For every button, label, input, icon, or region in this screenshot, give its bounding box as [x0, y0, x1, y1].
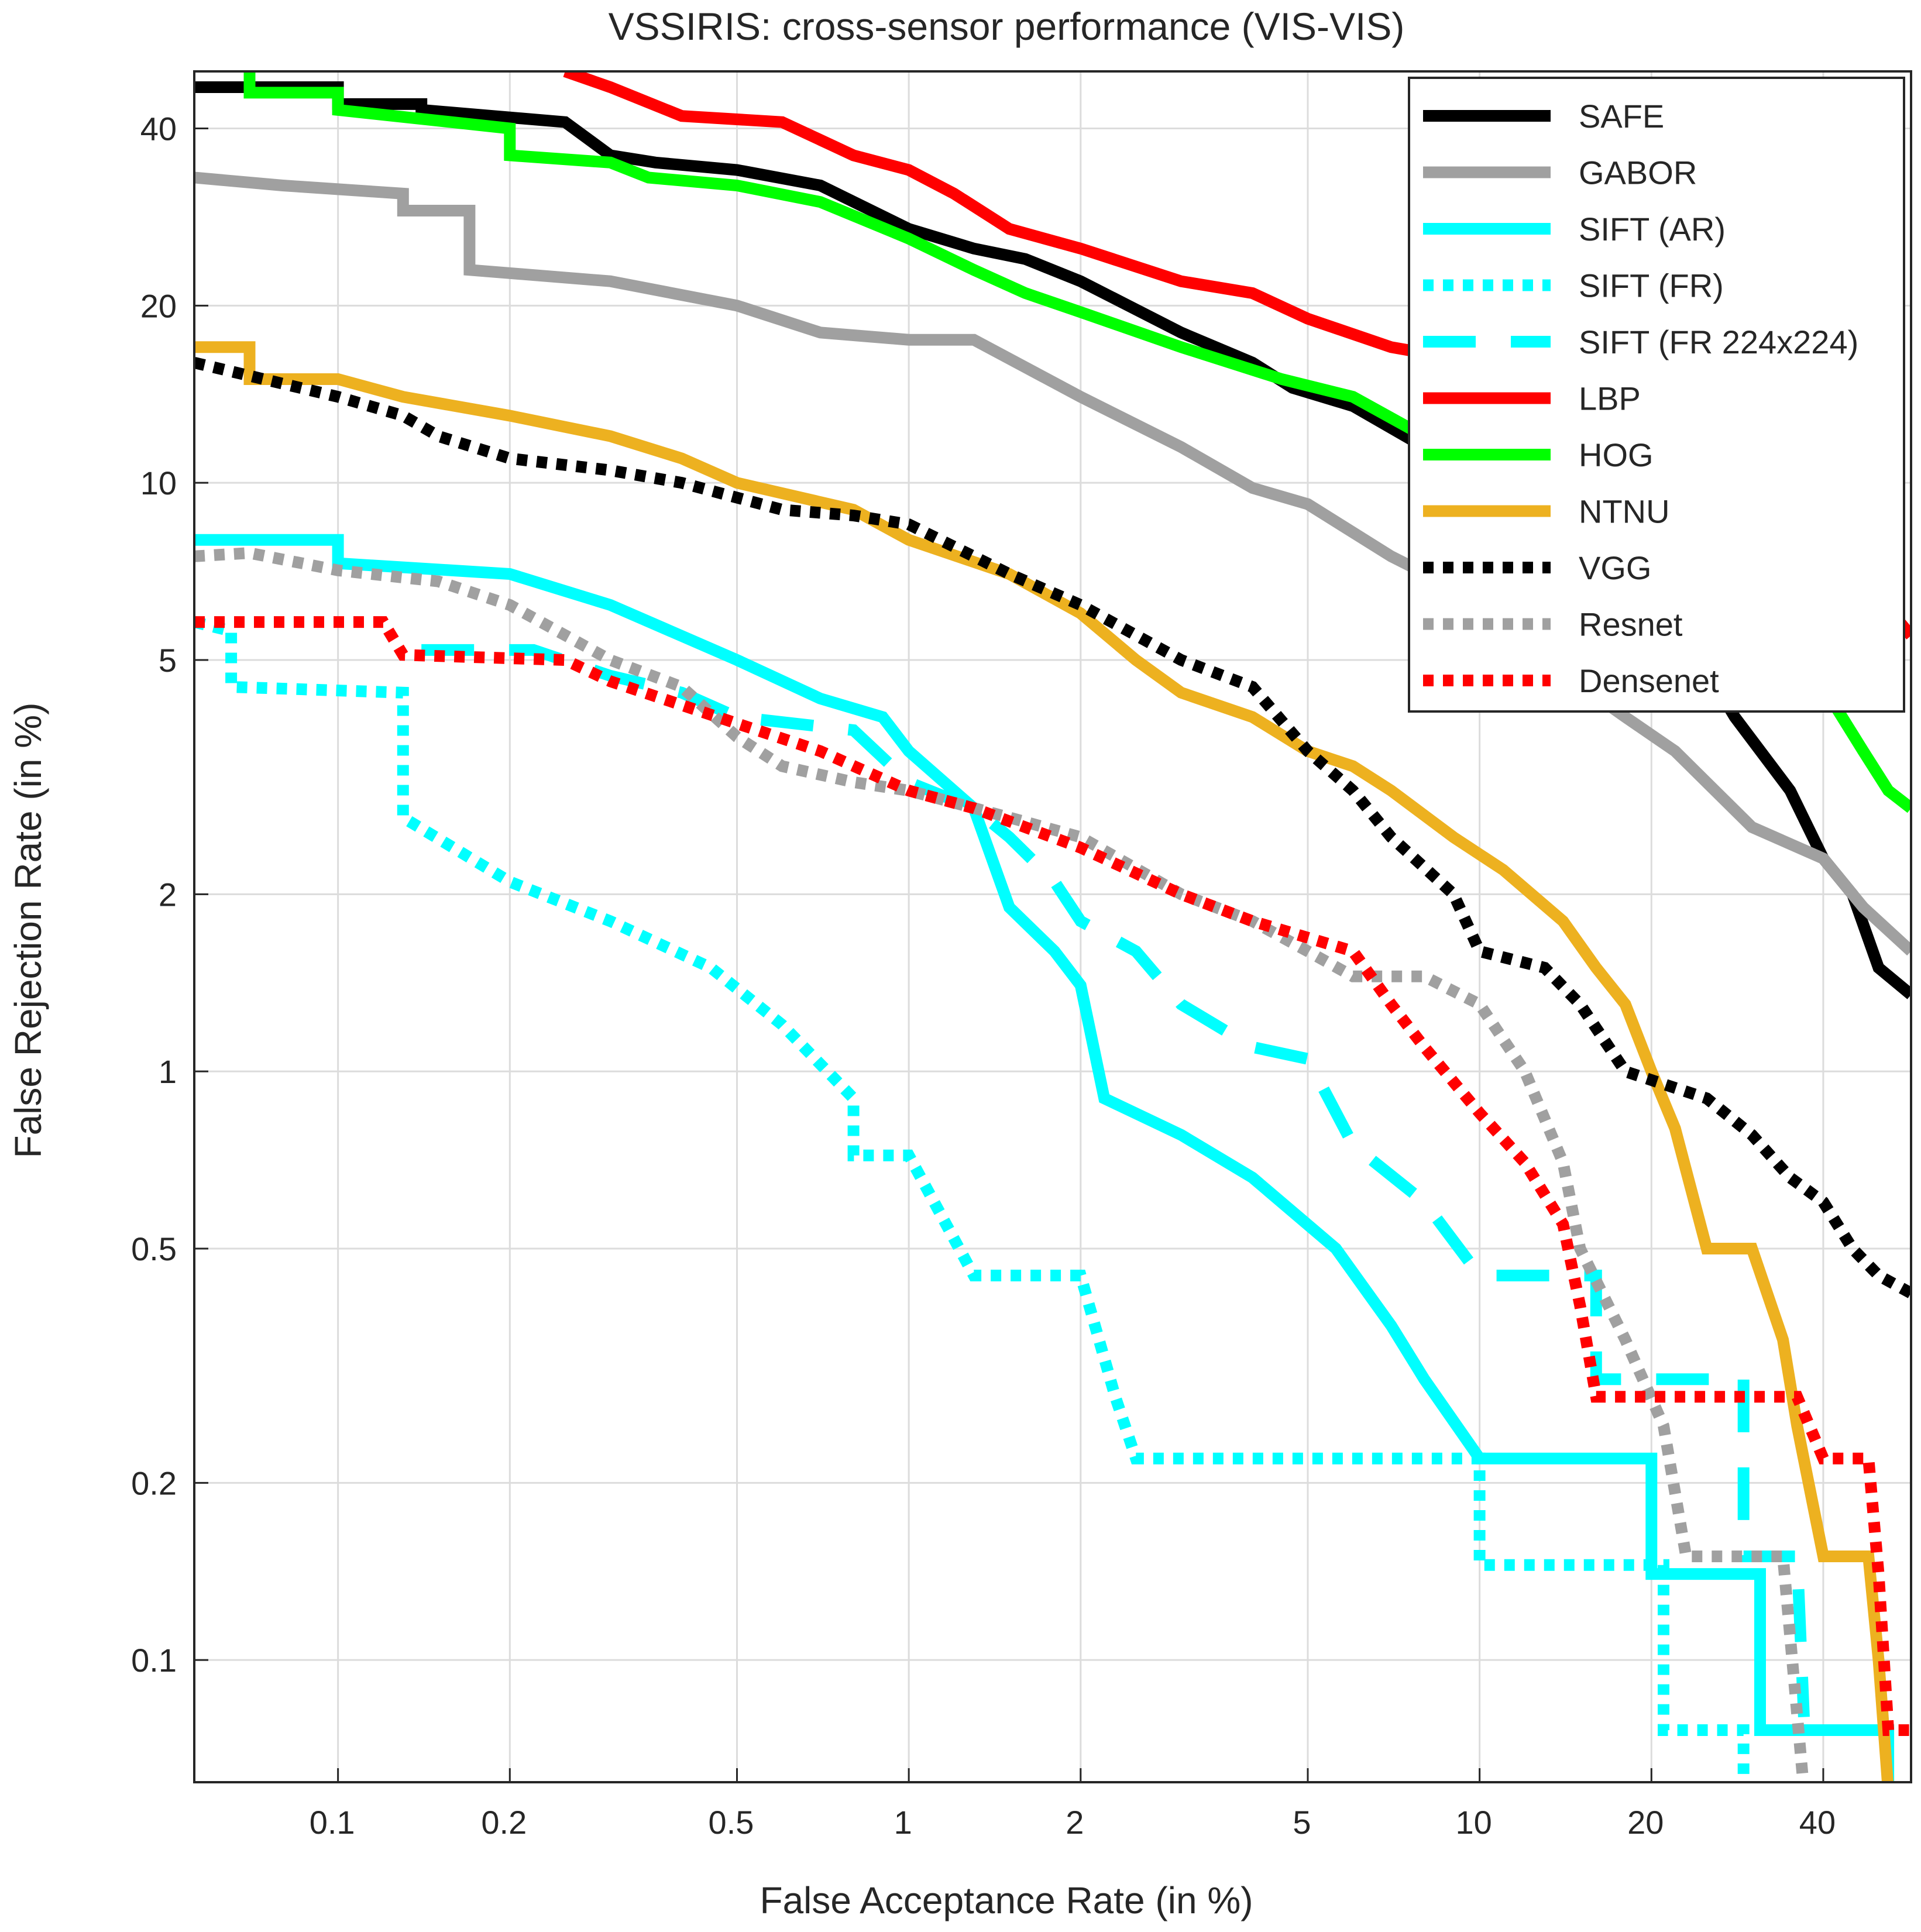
- legend-label-safe: SAFE: [1579, 98, 1664, 135]
- x-tick-label-1: 1: [894, 1804, 912, 1841]
- chart-title: VSSIRIS: cross-sensor performance (VIS-V…: [609, 5, 1405, 48]
- x-tick-label-2: 2: [1066, 1804, 1084, 1841]
- series-line-sift-fr-224x224: [421, 644, 1810, 1718]
- y-tick-label-0-2: 0.2: [131, 1465, 177, 1501]
- x-tick-label-0-5: 0.5: [709, 1804, 754, 1841]
- x-tick-label-0-2: 0.2: [481, 1804, 527, 1841]
- x-tick-label-40: 40: [1799, 1804, 1836, 1841]
- series-line-safe: [194, 81, 1911, 999]
- x-tick-labels: 0.1 0.2 0.5 1 2 5 10 20 40: [310, 1804, 1836, 1841]
- y-tick-label-2: 2: [159, 876, 177, 913]
- plot-frame: [193, 70, 1912, 1783]
- y-tick-label-40: 40: [140, 110, 177, 147]
- x-tick-label-0-1: 0.1: [310, 1804, 355, 1841]
- legend-label-densenet: Densenet: [1579, 662, 1719, 699]
- y-tick-label-0-5: 0.5: [131, 1230, 177, 1267]
- y-tick-labels: 0.1 0.2 0.5 1 2 5 10 20 40: [131, 110, 177, 1679]
- y-tick-label-0-1: 0.1: [131, 1642, 177, 1679]
- y-tick-label-20: 20: [140, 287, 177, 324]
- legend-label-lbp: LBP: [1579, 380, 1641, 417]
- legend-label-sift-fr-224x224: SIFT (FR 224x224): [1579, 324, 1858, 360]
- legend-label-gabor: GABOR: [1579, 154, 1697, 191]
- legend-label-sift-ar: SIFT (AR): [1579, 211, 1726, 247]
- series-line-vgg: [194, 357, 1911, 1298]
- x-tick-label-10: 10: [1455, 1804, 1492, 1841]
- y-axis-label: False Rejection Rate (in %): [7, 703, 49, 1158]
- series-line-resnet: [194, 547, 1809, 1782]
- series-line-gabor: [194, 171, 1911, 956]
- legend-label-hog: HOG: [1579, 436, 1654, 473]
- x-tick-label-20: 20: [1627, 1804, 1664, 1841]
- legend-label-vgg: VGG: [1579, 549, 1651, 586]
- y-tick-label-1: 1: [159, 1053, 177, 1090]
- legend-label-resnet: Resnet: [1579, 606, 1683, 643]
- x-tick-label-5: 5: [1293, 1804, 1311, 1841]
- series-line-sift-ar: [194, 534, 1895, 1782]
- legend-label-sift-fr: SIFT (FR): [1579, 267, 1724, 304]
- series-line-ntnu: [194, 341, 1894, 1782]
- series-line-densenet: [194, 616, 1911, 1736]
- legend: SAFE GABOR SIFT (AR) SIFT (FR) SIFT (FR 224x…: [1408, 77, 1905, 713]
- x-axis-label: False Acceptance Rate (in %): [760, 1879, 1253, 1921]
- series-line-sift-fr: [194, 616, 1750, 1782]
- y-tick-label-10: 10: [140, 465, 177, 501]
- y-tick-label-5: 5: [159, 642, 177, 679]
- legend-label-ntnu: NTNU: [1579, 493, 1670, 530]
